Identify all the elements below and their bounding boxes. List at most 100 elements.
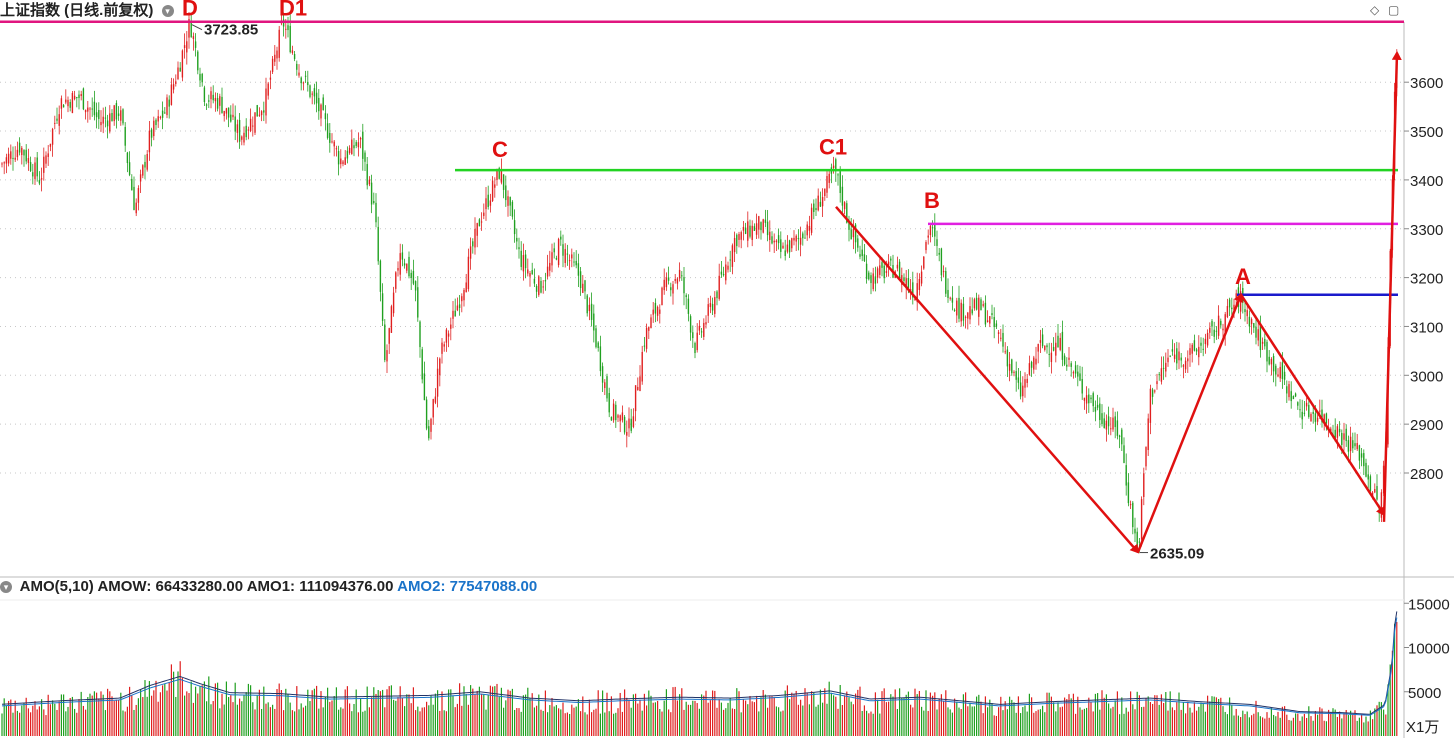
candle-body [320,104,322,119]
candle-body [454,310,456,317]
volume-bar [437,690,439,736]
candle-body [489,200,492,206]
candle-body [377,226,379,262]
volume-bar [624,689,626,736]
volume-bar [441,691,443,736]
candle-body [1316,417,1319,422]
candle-body [1367,474,1369,480]
candle-body [1365,462,1367,477]
candle-body [1275,365,1277,375]
candle-body [555,257,558,260]
candle-body [810,207,813,233]
volume-bar [1141,707,1143,736]
volume-bar [5,705,7,736]
candle-body [562,244,564,256]
volume-bar [1116,691,1118,736]
volume-bar [989,699,991,736]
volume-bar [767,707,769,736]
candle-body [32,172,34,177]
candle-body [155,119,157,126]
candle-body [700,331,703,333]
volume-bar [1138,695,1140,736]
volume-bar [1391,650,1393,736]
candle-body [10,151,12,159]
candle-body [1143,473,1145,498]
volume-bar [1215,697,1217,736]
candle-body [1,163,3,165]
candle-body [469,246,472,259]
volume-bar [1136,691,1138,736]
candle-body [859,254,861,257]
volume-bar [415,710,417,736]
candle-body [951,297,954,303]
volume-bar [30,712,32,736]
point-label-d: D [182,0,198,21]
candle-body [447,333,450,337]
volume-bar [927,710,929,736]
volume-bar [472,688,474,736]
candle-body [694,343,696,354]
candle-body [542,286,544,288]
volume-bar [549,705,551,736]
candle-body [705,322,707,325]
volume-bar [705,690,707,736]
candle-body [643,345,646,347]
volume-bar [340,707,342,736]
candle-body [1165,362,1167,372]
candle-body [590,303,593,320]
candle-body [3,162,5,164]
volume-bar [1394,623,1396,736]
candle-body [1057,335,1059,348]
volume-bar [1125,707,1127,736]
candle-body [879,265,881,275]
chevron-down-icon[interactable]: ▾ [161,5,174,18]
candle-body [1101,413,1103,425]
volume-bar [1042,705,1044,736]
volume-bar [962,694,964,736]
volume-bar [527,687,529,736]
volume-bar [107,688,109,736]
candle-body [579,271,582,289]
volume-bar [1341,718,1343,736]
candle-body [1085,395,1088,404]
candle-body [276,50,278,59]
candle-body [1360,453,1363,458]
volume-bar [60,694,62,736]
volume-bar [445,711,447,736]
candle-body [835,159,837,172]
candle-body [1292,396,1295,400]
candle-body [648,327,650,331]
volume-bar [10,699,12,736]
volume-bar [188,693,190,736]
candle-body [571,254,573,259]
volume-bar [184,695,186,736]
candle-body [1246,310,1248,317]
point-label-b: B [924,188,940,213]
volume-bar [1319,707,1321,736]
chevron-down-icon[interactable]: ▾ [0,581,12,594]
volume-bar [954,698,956,736]
volume-bar [905,694,907,736]
volume-bar [529,697,531,736]
volume-bar [1026,711,1028,736]
candle-body [885,271,888,273]
candle-body [615,404,617,421]
volume-bar [1020,713,1022,736]
candle-body [148,130,151,153]
volume-bar [1033,712,1035,736]
candle-body [775,240,778,243]
volume-bar [1017,696,1019,736]
volume-bar [1114,700,1116,736]
volume-bar [562,702,564,736]
candle-body [577,263,580,276]
volume-bar [690,704,692,736]
volume-bar [731,708,733,736]
diamond-icon[interactable]: ◇ [1370,3,1380,17]
square-icon[interactable]: ▢ [1388,3,1400,17]
candle-body [375,202,377,223]
candle-body [621,412,624,421]
volume-bar [1152,703,1154,736]
candle-body [538,276,540,295]
candle-body [274,54,276,62]
